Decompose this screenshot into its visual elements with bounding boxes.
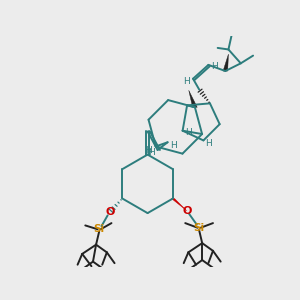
Text: H: H bbox=[185, 128, 192, 137]
Text: H: H bbox=[184, 77, 190, 86]
Text: H: H bbox=[211, 62, 218, 71]
Text: H: H bbox=[170, 141, 177, 150]
Text: H: H bbox=[205, 139, 212, 148]
Polygon shape bbox=[223, 54, 228, 71]
Text: H: H bbox=[148, 148, 155, 157]
Polygon shape bbox=[189, 90, 197, 107]
Text: O: O bbox=[182, 206, 191, 216]
Text: Si: Si bbox=[94, 224, 105, 234]
Text: Si: Si bbox=[194, 223, 205, 233]
Text: H: H bbox=[145, 146, 152, 155]
Text: O: O bbox=[105, 207, 115, 217]
Polygon shape bbox=[171, 199, 187, 211]
